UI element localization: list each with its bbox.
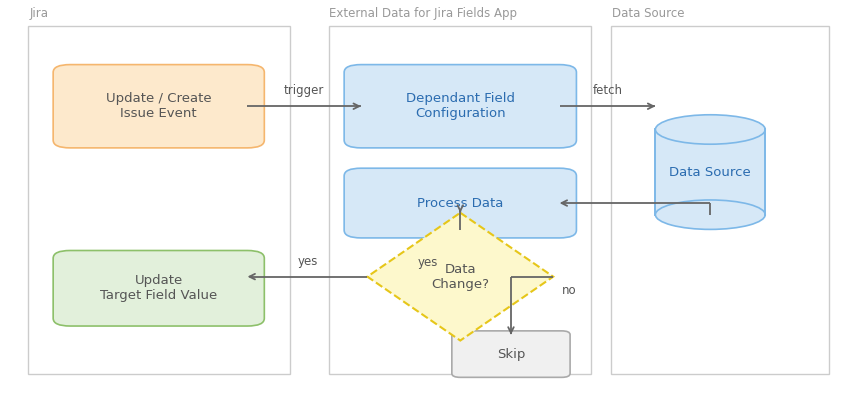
Text: yes: yes: [296, 255, 317, 268]
Text: no: no: [561, 284, 576, 297]
Text: Skip: Skip: [496, 348, 525, 360]
FancyBboxPatch shape: [343, 168, 576, 238]
Bar: [654, 129, 764, 215]
Text: External Data for Jira Fields App: External Data for Jira Fields App: [329, 7, 517, 20]
Ellipse shape: [654, 200, 764, 229]
Text: Dependant Field
Configuration: Dependant Field Configuration: [406, 92, 515, 120]
FancyBboxPatch shape: [452, 331, 569, 377]
FancyBboxPatch shape: [53, 251, 264, 326]
Text: Data Source: Data Source: [612, 7, 684, 20]
Ellipse shape: [654, 115, 764, 144]
Text: Process Data: Process Data: [417, 197, 503, 210]
Text: trigger: trigger: [284, 83, 324, 96]
FancyBboxPatch shape: [343, 65, 576, 148]
Text: yes: yes: [417, 256, 437, 269]
Text: Update
Target Field Value: Update Target Field Value: [100, 274, 217, 302]
Text: Data
Change?: Data Change?: [431, 263, 489, 291]
FancyBboxPatch shape: [53, 65, 264, 148]
Bar: [329, 26, 590, 374]
Text: Update / Create
Issue Event: Update / Create Issue Event: [106, 92, 211, 120]
Text: Jira: Jira: [30, 7, 49, 20]
Bar: [28, 26, 290, 374]
Text: Data Source: Data Source: [669, 166, 751, 179]
Bar: [610, 26, 827, 374]
Polygon shape: [367, 213, 553, 341]
Text: fetch: fetch: [592, 83, 622, 96]
